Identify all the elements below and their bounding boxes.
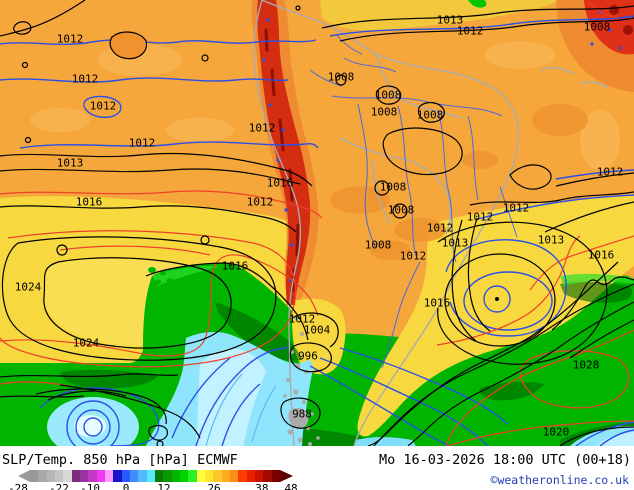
colorbar-segment bbox=[30, 470, 39, 482]
patagonia-coast bbox=[283, 316, 320, 446]
colorbar-segment bbox=[171, 470, 180, 482]
colorbar-segment bbox=[271, 470, 280, 482]
colorbar-segment bbox=[104, 470, 114, 482]
colorbar-segment bbox=[229, 470, 239, 482]
colorbar-segment bbox=[71, 470, 80, 482]
colorbar-tick: 12 bbox=[157, 482, 171, 490]
colorbar-left-arrow bbox=[18, 470, 30, 482]
colorbar-tick: -10 bbox=[80, 482, 100, 490]
colorbar-segment bbox=[179, 470, 189, 482]
colorbar-segment bbox=[138, 470, 147, 482]
colorbar-segment bbox=[46, 470, 55, 482]
slp-temp-map: 1012 1012 1012 1012 1013 1016 1024 1024 1013 1012… bbox=[0, 0, 634, 446]
colorbar-segment bbox=[188, 470, 197, 482]
coastline bbox=[253, 0, 609, 446]
isobars-lightblue bbox=[205, 373, 277, 446]
colorbar-tick: -22 bbox=[49, 482, 69, 490]
colorbar-tick: 38 bbox=[255, 482, 269, 490]
colorbar-segment bbox=[121, 470, 130, 482]
legend-datetime: Mo 16-03-2026 18:00 UTC (00+18) bbox=[379, 452, 631, 468]
colorbar-tick: -28 bbox=[8, 482, 28, 490]
colorbar-tick: 48 bbox=[284, 482, 298, 490]
colorbar-segment bbox=[54, 470, 64, 482]
colorbar-segment bbox=[163, 470, 172, 482]
map-canvas bbox=[0, 0, 634, 446]
colorbar-segment bbox=[79, 470, 89, 482]
colorbar-segment bbox=[154, 470, 164, 482]
colorbar-segment bbox=[238, 470, 247, 482]
isobars-black bbox=[0, 0, 634, 446]
colorbar-segment bbox=[221, 470, 230, 482]
colorbar-segment bbox=[254, 470, 264, 482]
colorbar-segment bbox=[246, 470, 255, 482]
isotherms-red bbox=[0, 1, 634, 446]
isobars-blue bbox=[0, 15, 634, 446]
colorbar-segment bbox=[204, 470, 214, 482]
colorbar-segment bbox=[38, 470, 47, 482]
legend-title: SLP/Temp. 850 hPa [hPa] ECMWF bbox=[2, 452, 238, 468]
colorbar-segment bbox=[213, 470, 222, 482]
colorbar-segment bbox=[63, 470, 72, 482]
colorbar-right-arrow bbox=[279, 470, 293, 482]
legend-bar: SLP/Temp. 850 hPa [hPa] ECMWF Mo 16-03-2… bbox=[0, 446, 634, 490]
colorbar-tick: 26 bbox=[207, 482, 221, 490]
colorbar-segment bbox=[96, 470, 105, 482]
colorbar-segment bbox=[113, 470, 122, 482]
colorbar-segment bbox=[146, 470, 155, 482]
copyright-link: ©weatheronline.co.uk bbox=[490, 473, 629, 487]
colorbar-segment bbox=[88, 470, 97, 482]
temperature-colorbar bbox=[18, 470, 293, 482]
colorbar-tick: 0 bbox=[122, 482, 130, 490]
colorbar-segment bbox=[196, 470, 205, 482]
colorbar-segment bbox=[129, 470, 139, 482]
colorbar-segment bbox=[263, 470, 272, 482]
